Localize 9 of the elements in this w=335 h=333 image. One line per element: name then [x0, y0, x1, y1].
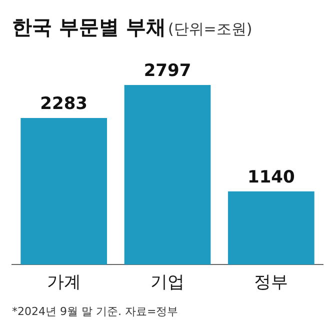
data-label: 2797 [144, 60, 192, 81]
x-tick-label: 기업 [150, 272, 184, 292]
data-label: 2283 [40, 94, 88, 114]
text: *2024년 9월 말 기준. 자료=정부 [12, 304, 178, 319]
x-tick-label: 가계 [46, 272, 81, 292]
data-label: 1140 [248, 167, 295, 188]
x-tick-label: 정부 [254, 272, 288, 292]
chart-subtitle: (단위=조원) [168, 20, 252, 38]
chart-title: 한국 부문별 부채 [12, 15, 166, 39]
